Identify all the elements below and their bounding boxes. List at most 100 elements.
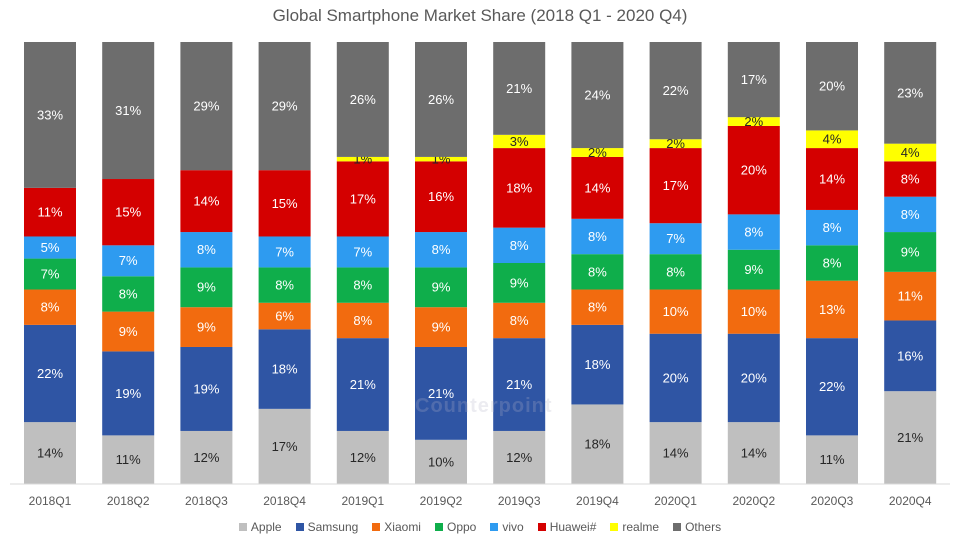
watermark: Counterpoint [415, 395, 553, 417]
segment-vivo-2020Q3 [806, 209, 858, 246]
segment-samsung-2019Q2 [415, 346, 467, 440]
data-label-apple-2018Q1: 14% [37, 445, 63, 460]
segment-vivo-2018Q4 [258, 236, 311, 268]
x-tick-labels: 2018Q1 2018Q2 2018Q3 2018Q4 2019Q1 2019Q2 2019… [29, 494, 932, 508]
data-label-samsung-2020Q4: 16% [897, 348, 923, 363]
segment-xiaomi-2019Q2 [415, 307, 467, 347]
legend-label: Others [685, 520, 722, 534]
data-label-huawei-2020Q2: 20% [741, 163, 767, 178]
bar-2018Q4: 17% 18% 6% 8% 7% 15% 29% [258, 42, 311, 484]
data-label-oppo-2019Q2: 9% [432, 280, 451, 295]
legend: Apple Samsung Xiaomi Oppo vivo Huawei# realme O… [0, 520, 960, 534]
data-label-xiaomi-2018Q3: 9% [197, 320, 216, 335]
segment-huawei-2018Q4 [258, 170, 311, 237]
data-label-oppo-2019Q3: 9% [510, 275, 529, 290]
legend-label: Huawei# [549, 520, 597, 534]
legend-label: Apple [250, 520, 282, 534]
data-label-realme-2020Q2: 2% [744, 114, 763, 129]
data-label-others-2020Q4: 23% [897, 85, 923, 100]
data-label-xiaomi-2020Q2: 10% [741, 304, 767, 319]
segment-oppo-2018Q4 [258, 267, 311, 303]
data-label-vivo-2019Q4: 8% [588, 229, 607, 244]
segment-apple-2019Q3 [493, 430, 546, 484]
segment-others-2019Q3 [493, 42, 546, 135]
segment-others-2019Q4 [571, 42, 624, 149]
legend-item-others: Others [673, 520, 721, 534]
data-label-xiaomi-2019Q3: 8% [510, 313, 529, 328]
data-label-samsung-2019Q3: 21% [506, 377, 532, 392]
legend-label: vivo [502, 520, 524, 534]
legend-label: Xiaomi [384, 520, 421, 534]
legend-swatch [537, 523, 546, 531]
segment-oppo-2019Q2 [415, 267, 467, 308]
segment-huawei-2018Q3 [180, 170, 233, 233]
segment-xiaomi-2018Q3 [180, 307, 233, 347]
segment-others-2019Q2 [415, 42, 467, 157]
segment-samsung-2018Q2 [102, 351, 155, 436]
segment-vivo-2019Q1 [336, 236, 389, 268]
segment-oppo-2020Q2 [727, 249, 780, 290]
data-label-others-2019Q3: 21% [506, 81, 532, 96]
data-label-samsung-2018Q4: 18% [272, 362, 298, 377]
segment-xiaomi-2018Q1 [24, 289, 76, 325]
segment-huawei-2020Q3 [806, 148, 858, 210]
data-label-apple-2020Q1: 14% [663, 445, 689, 460]
legend-swatch [673, 523, 682, 531]
data-label-vivo-2019Q3: 8% [510, 238, 529, 253]
bar-2019Q2: 10%21%9%9%8%16%1%26% [415, 42, 467, 484]
data-label-realme-2020Q3: 4% [823, 132, 842, 147]
segment-oppo-2020Q3 [806, 245, 858, 281]
segment-oppo-2020Q4 [884, 232, 937, 272]
legend-item-vivo: vivo [490, 520, 524, 534]
segment-realme-2019Q4 [571, 148, 624, 157]
segment-xiaomi-2020Q4 [884, 271, 937, 321]
data-label-huawei-2020Q1: 17% [663, 178, 689, 193]
data-label-apple-2019Q2: 10% [428, 454, 454, 469]
segment-apple-2019Q1 [336, 430, 389, 484]
segment-samsung-2018Q3 [180, 346, 233, 431]
x-tick-2019Q3: 2019Q3 [498, 494, 541, 508]
segment-vivo-2019Q3 [493, 227, 546, 263]
segment-others-2020Q3 [806, 42, 858, 131]
bar-2018Q1: 14% 22% 8% 7% 5% 11% 33% [24, 42, 76, 484]
segment-huawei-2018Q2 [102, 179, 155, 246]
data-label-others-2019Q2: 26% [428, 92, 454, 107]
segment-xiaomi-2020Q2 [727, 289, 780, 334]
segment-huawei-2018Q1 [24, 187, 76, 237]
segment-huawei-2019Q1 [336, 161, 389, 237]
data-label-xiaomi-2018Q4: 6% [275, 308, 294, 323]
segment-apple-2018Q2 [102, 435, 155, 484]
segment-vivo-2019Q4 [571, 218, 624, 255]
data-label-apple-2018Q2: 11% [116, 452, 141, 467]
data-label-oppo-2020Q3: 8% [823, 255, 842, 270]
x-tick-2020Q3: 2020Q3 [811, 494, 854, 508]
legend-item-samsung: Samsung [295, 520, 358, 534]
data-label-samsung-2019Q1: 21% [350, 377, 376, 392]
data-label-huawei-2020Q4: 8% [901, 171, 920, 186]
legend-swatch [610, 523, 619, 531]
data-label-xiaomi-2018Q2: 9% [119, 324, 138, 339]
segment-realme-2019Q1 [336, 156, 389, 162]
segment-apple-2020Q2 [727, 422, 780, 484]
segment-xiaomi-2020Q1 [649, 289, 702, 334]
data-label-apple-2020Q4: 21% [897, 430, 923, 445]
segment-samsung-2020Q3 [806, 338, 858, 436]
data-label-oppo-2020Q4: 9% [901, 244, 920, 259]
data-label-huawei-2019Q1: 17% [350, 191, 376, 206]
data-label-apple-2019Q4: 18% [584, 437, 610, 452]
segment-samsung-2018Q1 [24, 324, 76, 423]
segment-others-2018Q2 [102, 42, 155, 180]
data-label-others-2019Q4: 24% [584, 87, 610, 102]
bar-2019Q1: 12%21%8%8%7%17%1%26% [336, 42, 389, 484]
data-label-apple-2019Q3: 12% [506, 450, 532, 465]
segment-realme-2019Q3 [493, 134, 546, 149]
data-label-oppo-2020Q2: 9% [744, 262, 763, 277]
chart-title: Global Smartphone Market Share (2018 Q1 … [272, 6, 688, 25]
segment-realme-2020Q3 [806, 130, 858, 149]
data-label-oppo-2018Q4: 8% [275, 278, 294, 293]
legend-swatch [372, 523, 381, 531]
data-label-xiaomi-2019Q1: 8% [353, 313, 372, 328]
segment-realme-2020Q2 [727, 117, 780, 126]
x-tick-2018Q3: 2018Q3 [185, 494, 228, 508]
bar-2020Q4: 21% 16% 11% 9% 8% 8% 4% 23% [884, 42, 937, 484]
